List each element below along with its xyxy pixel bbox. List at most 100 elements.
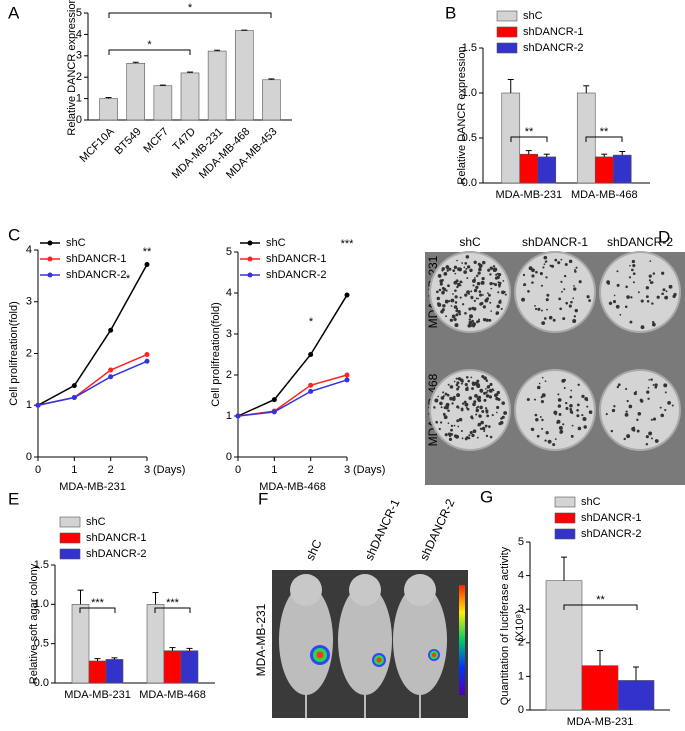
colony [463, 270, 467, 274]
colony [446, 393, 450, 397]
dish [599, 251, 681, 333]
colony [441, 267, 445, 271]
colony [541, 376, 544, 379]
y-tick-label: 4 [76, 28, 82, 40]
colony [476, 379, 480, 383]
significance-label: * [147, 39, 152, 51]
colony [496, 275, 500, 280]
y-tick-label: 4 [518, 570, 524, 582]
colony [576, 408, 579, 412]
colony [461, 303, 465, 306]
significance-bracket [108, 49, 191, 55]
colony [541, 418, 544, 422]
dish [514, 369, 596, 451]
colony [455, 377, 458, 380]
colony [546, 293, 550, 297]
colony [466, 265, 471, 269]
colony [652, 322, 656, 327]
colony [443, 271, 448, 276]
colony [459, 284, 462, 287]
colony [447, 284, 450, 288]
colony [630, 296, 633, 299]
bar [581, 665, 619, 711]
significance-label: *** [91, 597, 105, 609]
colony [484, 298, 489, 303]
legend-label: shDANCR-2 [266, 269, 327, 281]
bar [545, 580, 583, 711]
colony [527, 290, 530, 293]
colony [456, 393, 461, 398]
colony [626, 434, 631, 439]
y-axis-label: Quantitation of luciferase activity [499, 546, 511, 705]
colony [647, 386, 650, 389]
colony [492, 282, 495, 285]
colony [624, 305, 628, 309]
colony [668, 284, 673, 289]
colony [645, 435, 649, 439]
colony [444, 299, 449, 304]
colony [574, 268, 576, 271]
colony [664, 408, 667, 412]
colony [481, 277, 485, 281]
bar [519, 153, 539, 184]
colony [654, 383, 658, 387]
colony [624, 412, 629, 417]
colony [485, 318, 489, 322]
colony [460, 382, 463, 385]
colony [445, 393, 448, 395]
x-unit: (Days) [153, 464, 185, 476]
y-tick-label: 0 [226, 451, 232, 463]
legend-swatch [554, 512, 576, 524]
colony [440, 310, 444, 314]
colony [480, 281, 484, 285]
colony [586, 405, 589, 408]
colony [571, 411, 574, 415]
colony [616, 283, 620, 287]
colony [439, 282, 443, 286]
x-tick-label: MCF10A [78, 125, 118, 165]
colony [490, 287, 493, 290]
colony [471, 319, 474, 323]
signal-inner [376, 657, 382, 663]
legend-swatch [496, 42, 518, 54]
colony [445, 405, 447, 407]
y-axis-label: (X10⁸) [514, 610, 526, 642]
colony [472, 307, 477, 311]
legend-swatch [554, 528, 576, 540]
colony [545, 276, 548, 279]
colony [459, 296, 462, 299]
colony [645, 443, 649, 446]
colony [489, 301, 492, 304]
colony [465, 376, 469, 379]
colony [626, 399, 629, 403]
legend-label: shDANCR-2 [581, 528, 642, 540]
colony [471, 433, 475, 438]
colony [468, 396, 473, 400]
colony [570, 300, 573, 304]
colony [449, 318, 454, 322]
colony [464, 383, 468, 387]
colony [486, 389, 489, 392]
colony [554, 413, 557, 416]
colony [453, 424, 456, 427]
colony [557, 404, 562, 408]
y-tick-label: 0.0 [462, 177, 477, 189]
colony [470, 376, 473, 379]
colony [453, 380, 456, 383]
colony [662, 288, 666, 292]
colony [664, 391, 667, 394]
colony [468, 318, 472, 321]
colony [637, 291, 640, 294]
data-point [271, 397, 277, 403]
legend-label: shDANCR-1 [581, 512, 642, 524]
colony [547, 439, 552, 444]
colony [490, 310, 492, 312]
colony [456, 307, 459, 310]
colony [465, 406, 468, 409]
data-point [308, 382, 314, 388]
colony [557, 261, 561, 265]
colony [475, 409, 479, 413]
series-line [237, 379, 348, 417]
colony [475, 406, 478, 409]
column-label: shDANCR-2 [607, 235, 673, 249]
